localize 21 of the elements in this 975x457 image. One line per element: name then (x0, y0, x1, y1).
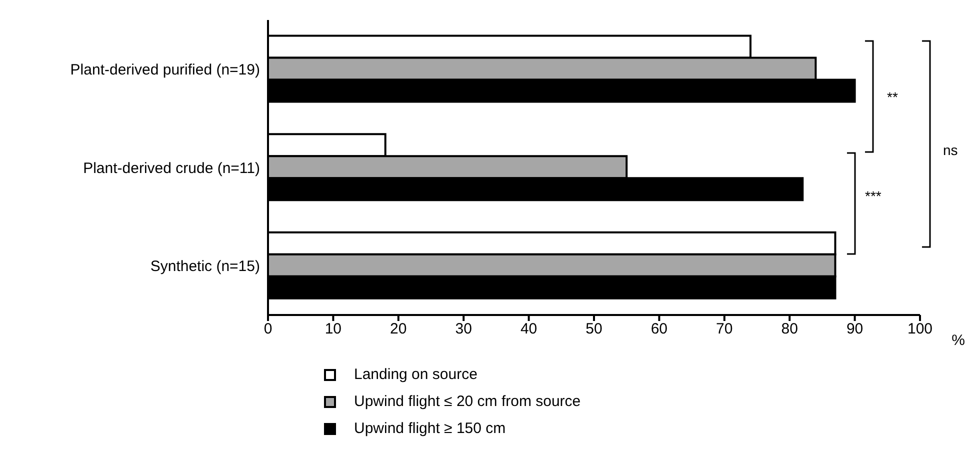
x-axis-title: % (952, 332, 965, 349)
x-tick-label: 40 (520, 320, 538, 338)
x-tick-label: 20 (390, 320, 407, 338)
y-tick-label: Plant-derived crude (n=11) (83, 160, 260, 177)
x-tick-label: 80 (781, 320, 798, 338)
annotation: *** (865, 188, 882, 204)
legend-label: Upwind flight ≥ 150 cm (354, 420, 506, 437)
x-tick-label: 30 (455, 320, 472, 338)
legend-label: Upwind flight ≤ 20 cm from source (354, 393, 581, 410)
x-tick-label: 70 (716, 320, 733, 338)
x-tick-label: 0 (264, 320, 272, 338)
x-tick-label: 50 (586, 320, 602, 338)
x-tick-label: 90 (846, 320, 864, 338)
x-tick-label: 100 (907, 320, 933, 338)
text: ns (943, 142, 958, 158)
annotation: ** (887, 89, 898, 105)
legend-label: Landing on source (354, 366, 478, 383)
y-tick-label: Plant-derived purified (n=19) (70, 61, 260, 78)
y-tick-label: Synthetic (n=15) (150, 258, 260, 276)
x-tick-label: 10 (324, 320, 342, 338)
x-tick-label: 60 (650, 320, 668, 338)
